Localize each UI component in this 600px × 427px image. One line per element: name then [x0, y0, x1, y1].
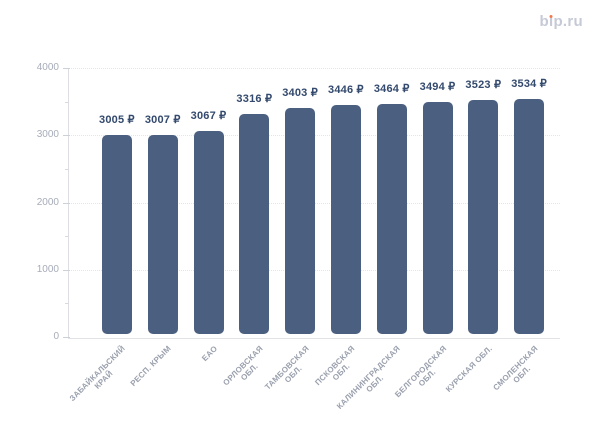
y-axis-minor-tick [65, 101, 69, 103]
y-axis-tick [63, 269, 70, 271]
x-axis-label-text: РЕСП. КРЫМ [129, 344, 173, 388]
y-axis-tick-label: 4000 [36, 62, 59, 73]
y-axis-tick [63, 202, 70, 204]
logo-i-char: ı [549, 13, 554, 30]
bar-value-label: 3005 ₽ [99, 113, 135, 126]
y-axis-tick-label: 2000 [36, 196, 59, 208]
bar[interactable] [514, 99, 545, 334]
bar-value-label: 3523 ₽ [465, 79, 502, 92]
y-axis-minor-tick [65, 168, 69, 170]
x-axis-label-line: ЗАБАЙКАЛЬСКИЙ [68, 344, 128, 404]
x-axis-line [68, 338, 560, 339]
x-axis-label-text: ЕАО [200, 344, 219, 363]
y-axis-tick-label: 3000 [36, 129, 59, 141]
y-axis-tick [63, 337, 70, 338]
x-axis-label-line: РЕСП. КРЫМ [128, 344, 174, 389]
bar[interactable] [101, 134, 132, 334]
bar[interactable] [285, 108, 316, 334]
x-axis-label-text: ЗАБАЙКАЛЬСКИЙ КРАЙ [68, 344, 133, 409]
logo-letter-i: ı [549, 13, 553, 30]
bar[interactable] [193, 130, 224, 334]
logo-text-rest: p.ru [553, 13, 583, 30]
y-axis-minor-tick [65, 236, 69, 238]
bar-value-label: 3316 ₽ [236, 92, 273, 105]
bar[interactable] [330, 105, 361, 334]
logo-i-dot [549, 14, 553, 18]
bar-value-label: 3494 ₽ [419, 81, 456, 94]
x-axis-label-text: ТАМБОВСКАЯ ОБЛ. [263, 344, 317, 398]
x-axis-label-text: КУРСКАЯ ОБЛ. [444, 344, 494, 394]
y-axis-tick [63, 135, 70, 137]
y-axis-minor-tick [65, 303, 69, 305]
bar[interactable] [468, 100, 499, 334]
bar[interactable] [376, 104, 407, 334]
bar-value-label: 3534 ₽ [511, 78, 547, 91]
bar-value-label: 3403 ₽ [282, 87, 318, 100]
x-axis-label-line: ЕАО [199, 344, 219, 363]
gridline [68, 68, 560, 69]
y-axis-tick-label: 0 [53, 331, 59, 342]
bar[interactable] [147, 134, 178, 334]
bar-value-label: 3067 ₽ [190, 109, 227, 122]
bar[interactable] [422, 102, 453, 334]
bar-value-label: 3446 ₽ [328, 84, 364, 97]
y-axis-tick-label: 1000 [36, 263, 59, 275]
y-axis-tick [63, 68, 70, 69]
brand-logo[interactable]: bı p.ru [540, 13, 583, 30]
bar[interactable] [239, 113, 270, 334]
x-axis-label-line: КУРСКАЯ ОБЛ. [443, 344, 494, 394]
bar-value-label: 3007 ₽ [144, 113, 181, 126]
bar-value-label: 3464 ₽ [373, 83, 410, 96]
x-axis-label-text: СМОЛЕНСКАЯ ОБЛ. [491, 344, 546, 399]
logo-text-b: b [539, 13, 549, 30]
